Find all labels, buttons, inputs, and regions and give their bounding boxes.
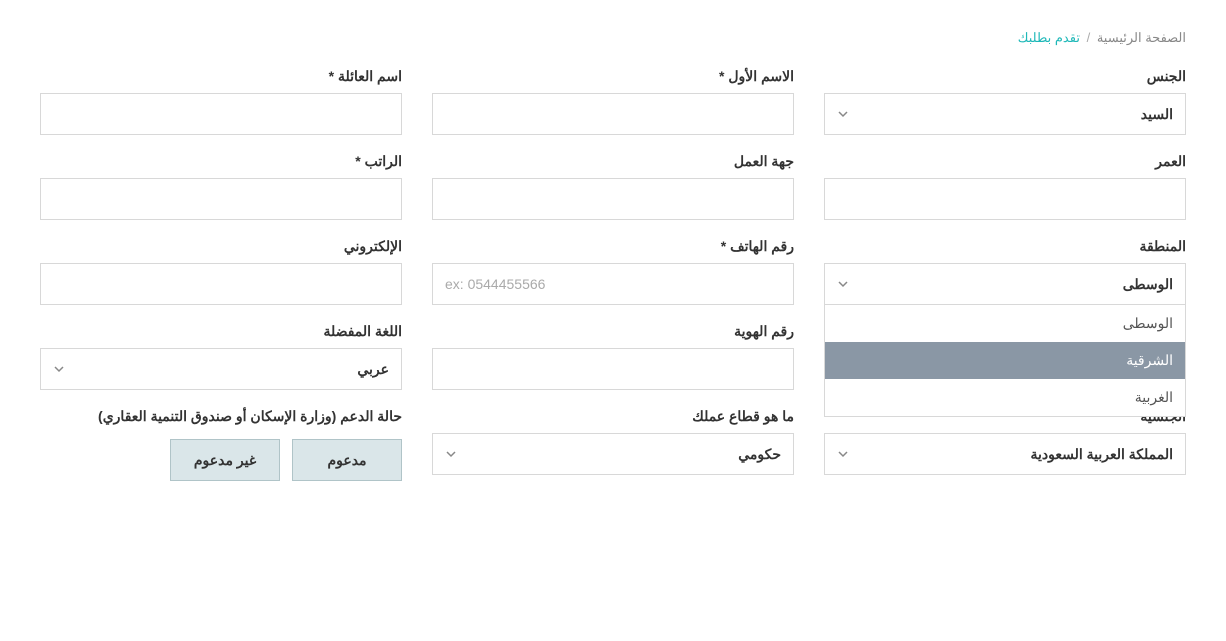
- breadcrumb-sep: /: [1087, 30, 1091, 45]
- label-region: المنطقة: [824, 238, 1186, 255]
- field-language: اللغة المفضلة عربي: [40, 323, 402, 390]
- label-salary: الراتب *: [40, 153, 402, 170]
- dropdown-region-option[interactable]: الشرقية: [825, 342, 1185, 379]
- field-email: الإلكتروني: [40, 238, 402, 305]
- chevron-down-icon: [837, 278, 849, 290]
- select-sector-value: حكومي: [457, 446, 781, 463]
- support-toggle-group: مدعوم غير مدعوم: [40, 439, 402, 481]
- application-form: الجنس السيد الاسم الأول * اسم العائلة * …: [40, 68, 1186, 481]
- field-phone: رقم الهاتف *: [432, 238, 794, 305]
- field-nationality: الجنسية المملكة العربية السعودية: [824, 408, 1186, 481]
- select-gender-value: السيد: [849, 106, 1173, 123]
- field-support: حالة الدعم (وزارة الإسكان أو صندوق التنم…: [40, 408, 402, 481]
- input-age[interactable]: [824, 178, 1186, 220]
- label-support: حالة الدعم (وزارة الإسكان أو صندوق التنم…: [40, 408, 402, 425]
- select-language[interactable]: عربي: [40, 348, 402, 390]
- input-phone[interactable]: [432, 263, 794, 305]
- label-age: العمر: [824, 153, 1186, 170]
- select-nationality-value: المملكة العربية السعودية: [849, 446, 1173, 463]
- input-salary[interactable]: [40, 178, 402, 220]
- input-employer[interactable]: [432, 178, 794, 220]
- label-last-name: اسم العائلة *: [40, 68, 402, 85]
- input-email[interactable]: [40, 263, 402, 305]
- breadcrumb-home[interactable]: الصفحة الرئيسية: [1097, 30, 1186, 45]
- support-supported-button[interactable]: مدعوم: [292, 439, 402, 481]
- field-first-name: الاسم الأول *: [432, 68, 794, 135]
- field-salary: الراتب *: [40, 153, 402, 220]
- breadcrumb-current: تقدم بطلبك: [1018, 30, 1080, 45]
- field-region: المنطقة الوسطى الوسطى الشرقية الغربية: [824, 238, 1186, 305]
- label-phone: رقم الهاتف *: [432, 238, 794, 255]
- input-first-name[interactable]: [432, 93, 794, 135]
- dropdown-region-option[interactable]: الغربية: [825, 379, 1185, 416]
- dropdown-region-option[interactable]: الوسطى: [825, 305, 1185, 342]
- field-id-number: رقم الهوية: [432, 323, 794, 390]
- chevron-down-icon: [445, 448, 457, 460]
- label-email: الإلكتروني: [40, 238, 402, 255]
- support-not-supported-button[interactable]: غير مدعوم: [170, 439, 280, 481]
- select-sector[interactable]: حكومي: [432, 433, 794, 475]
- field-age: العمر: [824, 153, 1186, 220]
- dropdown-region: الوسطى الشرقية الغربية: [824, 305, 1186, 417]
- chevron-down-icon: [53, 363, 65, 375]
- select-region[interactable]: الوسطى: [824, 263, 1186, 305]
- breadcrumb: الصفحة الرئيسية / تقدم بطلبك: [40, 30, 1186, 46]
- chevron-down-icon: [837, 108, 849, 120]
- label-sector: ما هو قطاع عملك: [432, 408, 794, 425]
- label-first-name: الاسم الأول *: [432, 68, 794, 85]
- chevron-down-icon: [837, 448, 849, 460]
- field-gender: الجنس السيد: [824, 68, 1186, 135]
- select-nationality[interactable]: المملكة العربية السعودية: [824, 433, 1186, 475]
- label-gender: الجنس: [824, 68, 1186, 85]
- input-id-number[interactable]: [432, 348, 794, 390]
- input-last-name[interactable]: [40, 93, 402, 135]
- select-language-value: عربي: [65, 361, 389, 378]
- field-last-name: اسم العائلة *: [40, 68, 402, 135]
- label-language: اللغة المفضلة: [40, 323, 402, 340]
- field-employer: جهة العمل: [432, 153, 794, 220]
- select-gender[interactable]: السيد: [824, 93, 1186, 135]
- label-employer: جهة العمل: [432, 153, 794, 170]
- field-sector: ما هو قطاع عملك حكومي: [432, 408, 794, 481]
- label-id-number: رقم الهوية: [432, 323, 794, 340]
- select-region-value: الوسطى: [849, 276, 1173, 293]
